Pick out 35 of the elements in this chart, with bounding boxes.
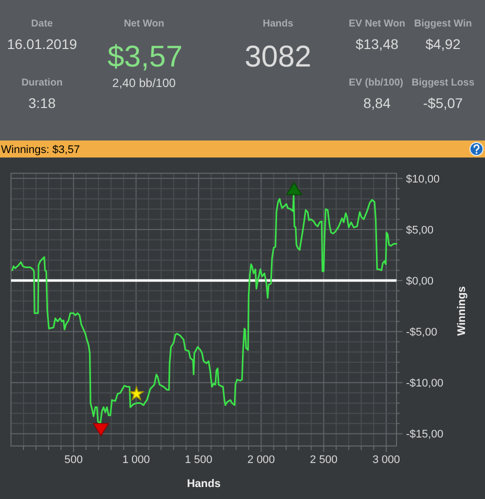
text: 3:18 <box>28 94 56 111</box>
y-tick-label: $10,00 <box>406 173 440 186</box>
text: 3082 <box>244 40 312 74</box>
x-tick-label: 500 <box>64 454 83 466</box>
text: $3,57 <box>107 40 183 74</box>
text: Biggest Win <box>414 18 472 30</box>
text: -$5,07 <box>423 94 464 111</box>
text: Hands <box>262 18 294 30</box>
text: 16.01.2019 <box>6 36 78 52</box>
y-tick-label: -$5,00 <box>406 326 438 338</box>
text: EV (bb/100) <box>348 78 404 88</box>
y-tick-label: $0,00 <box>406 275 434 288</box>
text: Date <box>31 18 54 30</box>
x-tick-label: 3 000 <box>372 454 400 466</box>
text: EV Net Won <box>348 18 406 30</box>
x-axis-title: Hands <box>186 478 221 490</box>
point <box>92 423 109 436</box>
chart-title: Winnings: $3,57 <box>1 144 80 156</box>
text: $13,48 <box>356 36 399 52</box>
text: 2,40 bb/100 <box>112 76 176 90</box>
text: Biggest Loss <box>412 78 475 88</box>
point <box>129 386 144 400</box>
text: 8,84 <box>363 94 391 111</box>
x-tick-label: 2 500 <box>310 454 338 466</box>
y-tick-label: -$15,00 <box>406 428 444 441</box>
text: Net Won <box>124 18 164 30</box>
y-tick-label: -$10,00 <box>406 378 444 390</box>
text: Duration <box>21 78 63 88</box>
x-tick-label: 2 000 <box>247 454 275 466</box>
x-tick-label: 1 500 <box>184 454 212 466</box>
x-tick-label: 1 000 <box>122 454 150 466</box>
y-tick-label: $5,00 <box>406 224 434 236</box>
y-axis-title: Winnings <box>456 286 468 336</box>
point <box>286 182 302 196</box>
text: $4,92 <box>425 36 461 52</box>
